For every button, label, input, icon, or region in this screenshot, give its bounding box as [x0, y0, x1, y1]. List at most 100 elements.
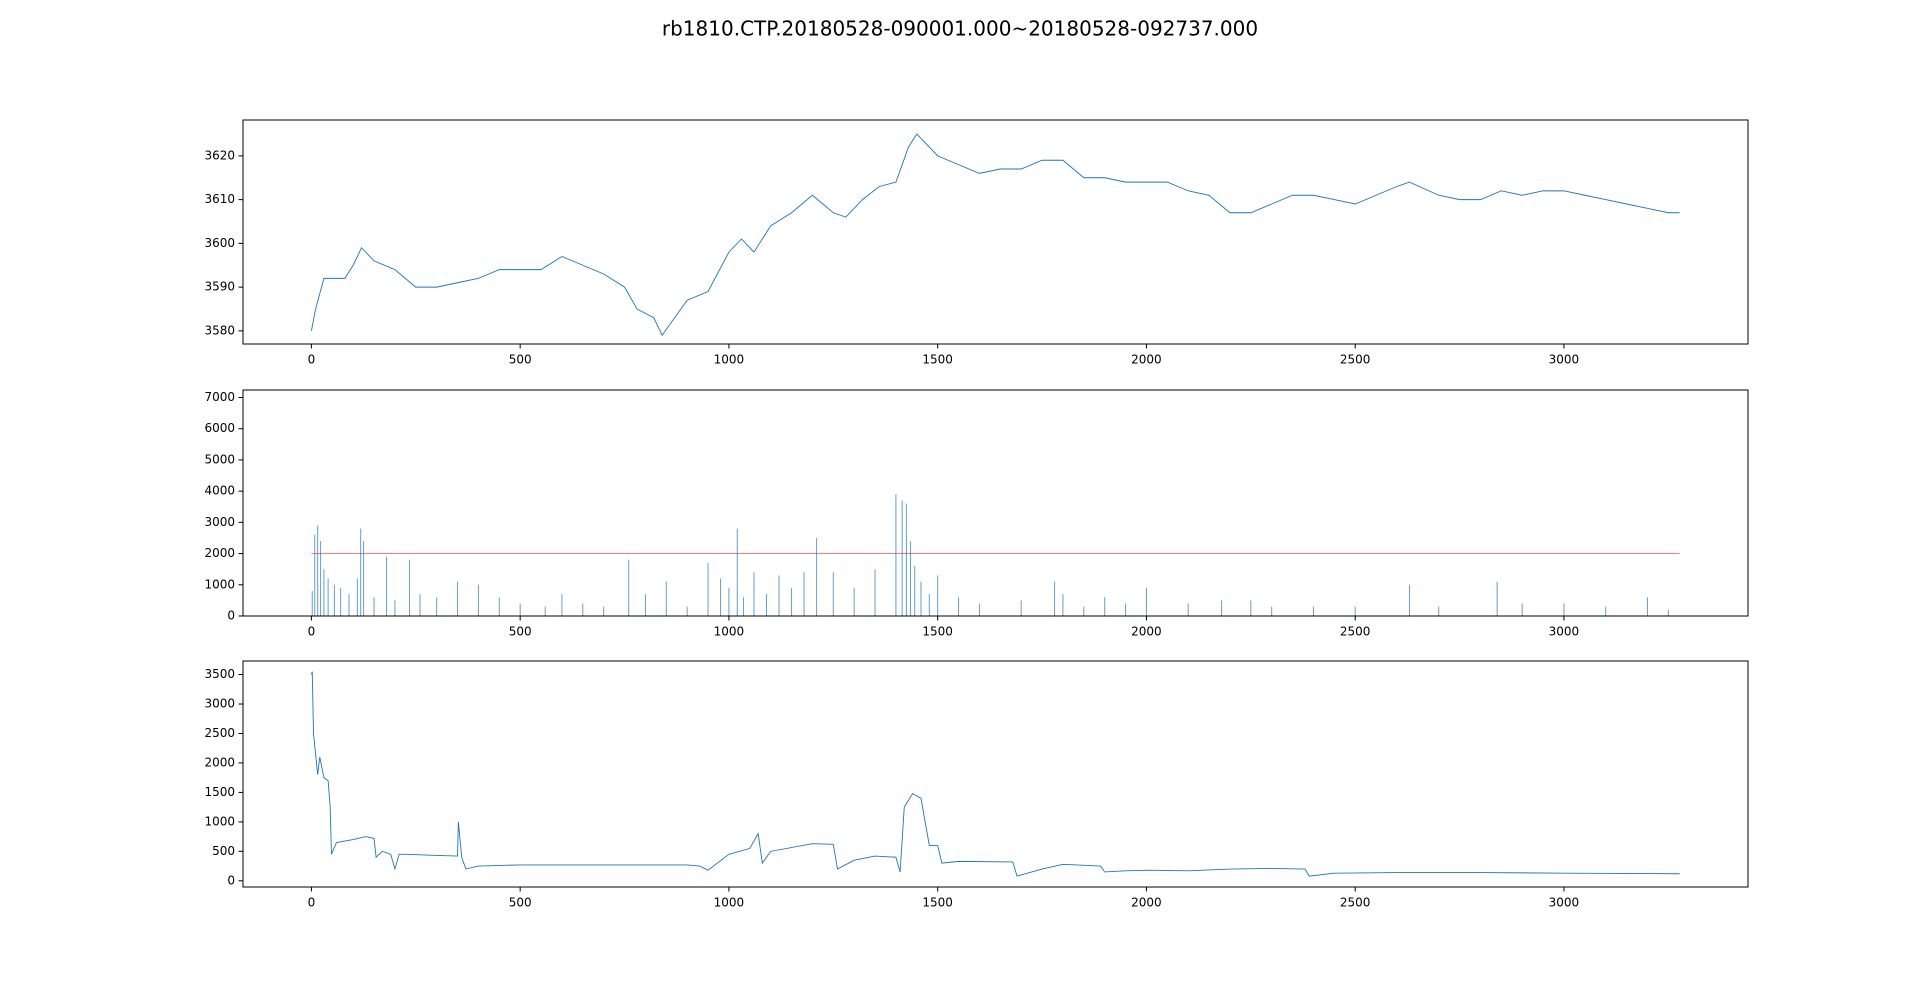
bar [323, 569, 325, 616]
bar [628, 559, 630, 616]
bar [356, 578, 358, 616]
bar [1062, 594, 1064, 616]
x-tick-label: 0 [308, 353, 316, 367]
bar [320, 541, 322, 616]
bar [853, 587, 855, 616]
bar [1020, 600, 1022, 616]
y-tick-label: 500 [212, 844, 235, 858]
y-tick-label: 1000 [204, 814, 235, 828]
x-tick-label: 1500 [922, 896, 953, 910]
bar [327, 578, 329, 616]
bar [914, 566, 916, 616]
x-tick-label: 2000 [1131, 353, 1162, 367]
bar [363, 541, 365, 616]
bar [436, 597, 438, 616]
bar [348, 594, 350, 616]
bar [832, 572, 834, 616]
x-tick-label: 2500 [1340, 625, 1371, 639]
bar [1125, 603, 1127, 616]
bar [686, 606, 688, 616]
bar [1145, 587, 1147, 616]
bar [582, 603, 584, 616]
bar [1605, 606, 1607, 616]
bar [1646, 597, 1648, 616]
y-tick-label: 2000 [204, 755, 235, 769]
y-tick-label: 3580 [204, 323, 235, 337]
bar [874, 569, 876, 616]
x-tick-label: 0 [308, 896, 316, 910]
axes-frame [242, 660, 1749, 888]
bar [707, 562, 709, 616]
bar [753, 572, 755, 616]
bar [457, 581, 459, 616]
x-tick-label: 3000 [1549, 353, 1580, 367]
x-tick-label: 500 [509, 625, 532, 639]
bar [736, 528, 738, 616]
y-tick-label: 3590 [204, 280, 235, 294]
bar [1408, 584, 1410, 616]
bar [333, 584, 335, 616]
y-tick-label: 3500 [204, 667, 235, 681]
bar [920, 581, 922, 616]
bar [720, 578, 722, 616]
bar [317, 525, 319, 616]
bar [728, 587, 730, 616]
subplot: 0 500 1000 1500 2000 2500 3000 0 1000 2000 3000 400… [204, 389, 1749, 639]
bar [1104, 597, 1106, 616]
x-tick-label: 2000 [1131, 896, 1162, 910]
bar [498, 597, 500, 616]
bar [803, 572, 805, 616]
bar [1083, 606, 1085, 616]
bar [373, 597, 375, 616]
bar [519, 603, 521, 616]
y-tick-label: 1000 [204, 577, 235, 591]
bar [665, 581, 667, 616]
bar [743, 597, 745, 616]
bar [1312, 606, 1314, 616]
bar [1521, 603, 1523, 616]
bar [1438, 606, 1440, 616]
bar [1563, 603, 1565, 616]
x-tick-label: 0 [308, 625, 316, 639]
bar [816, 537, 818, 616]
y-tick-label: 1500 [204, 785, 235, 799]
x-tick-label: 3000 [1549, 896, 1580, 910]
x-tick-label: 1000 [714, 625, 745, 639]
x-tick-label: 3000 [1549, 625, 1580, 639]
bar [409, 559, 411, 616]
bar [360, 528, 362, 616]
bar [978, 603, 980, 616]
y-tick-label: 6000 [204, 421, 235, 435]
y-tick-label: 0 [227, 609, 235, 623]
bar [791, 587, 793, 616]
bar [1271, 606, 1273, 616]
axes-frame [242, 389, 1749, 617]
data-line [310, 671, 1680, 877]
y-tick-label: 3600 [204, 236, 235, 250]
x-tick-label: 500 [509, 353, 532, 367]
subplot: 0 500 1000 1500 2000 2500 3000 3580 3590 3600 3610… [204, 119, 1749, 367]
y-tick-label: 7000 [204, 390, 235, 404]
bar [561, 594, 563, 616]
y-tick-label: 3000 [204, 515, 235, 529]
bar [1250, 600, 1252, 616]
bar [928, 594, 930, 616]
bar [1667, 609, 1669, 616]
bar [910, 541, 912, 616]
bar [937, 575, 939, 616]
bar [544, 606, 546, 616]
bar [1187, 603, 1189, 616]
y-tick-label: 2500 [204, 726, 235, 740]
x-tick-label: 1000 [714, 896, 745, 910]
bar [644, 594, 646, 616]
bar [958, 597, 960, 616]
x-tick-label: 1000 [714, 353, 745, 367]
bar [895, 494, 897, 616]
y-tick-label: 5000 [204, 452, 235, 466]
x-tick-label: 1500 [922, 353, 953, 367]
x-tick-label: 500 [509, 896, 532, 910]
bar [901, 500, 903, 616]
data-line [310, 133, 1680, 337]
